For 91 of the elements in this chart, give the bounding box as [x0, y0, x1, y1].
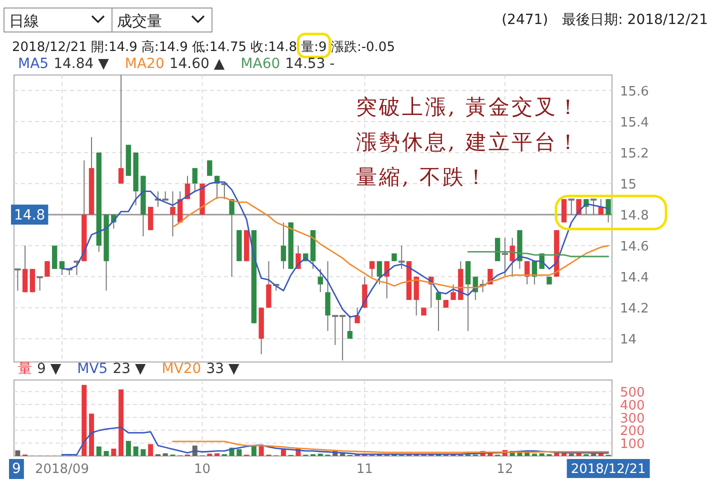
candlestick: [36, 276, 43, 292]
candlestick: [118, 74, 124, 184]
y-tick-label: 14.4: [620, 270, 649, 286]
text: MV20: [162, 361, 202, 377]
candlestick: [606, 198, 611, 223]
text: MA60: [240, 56, 280, 72]
bar: [576, 453, 582, 456]
bar: [82, 384, 87, 456]
candlestick: [414, 276, 419, 316]
y-tick-label: 15.4: [620, 116, 649, 131]
bar: [111, 448, 116, 456]
candlestick: [207, 160, 212, 176]
x-tick-label: 10: [194, 462, 211, 477]
x-tick-label: 2018/09: [34, 462, 89, 477]
bar: [539, 453, 544, 456]
bar: [280, 449, 286, 456]
ref-line-label: 14.8: [14, 208, 46, 224]
bar: [236, 449, 242, 456]
bar: [562, 453, 567, 456]
chart-subtitle: 2018/12/21 開:14.9 高:14.9 低:14.75 收:14.8 量:9 漲跌:-0.05: [12, 39, 395, 55]
line-series: [172, 440, 610, 454]
candlestick: [465, 260, 471, 332]
bar: [96, 446, 102, 456]
x-tick-label: 12: [496, 462, 514, 477]
text: MA5: [18, 56, 49, 72]
candlestick: [450, 284, 456, 300]
y-tick-label: 200: [620, 424, 645, 440]
bar: [118, 389, 124, 456]
annotation: 9 ▼: [37, 361, 62, 377]
candlestick: [52, 245, 58, 270]
y-tick-label: 15.2: [620, 146, 649, 162]
text: 成交量: [117, 12, 162, 30]
y-tick-label: 15.6: [620, 84, 649, 100]
annotation: 33 ▼: [206, 361, 240, 377]
candlestick: [568, 198, 574, 216]
candlestick: [14, 268, 21, 292]
bar: [104, 450, 109, 456]
y-tick-label: 300: [620, 411, 645, 426]
annotation: 突破上漲, 黃金交叉！: [356, 95, 580, 119]
text: MA20: [124, 56, 164, 72]
text: 日線: [9, 12, 39, 30]
chart-title: (2471) 最後日期: 2018/12/21: [502, 12, 708, 28]
text: 量: [18, 361, 32, 377]
candlestick: [354, 307, 360, 324]
bar: [488, 453, 493, 456]
text: 14.53 -: [285, 56, 335, 72]
candlestick: [398, 245, 405, 270]
text: 14.84 ▼: [54, 56, 110, 72]
candlestick: [590, 198, 597, 216]
x-tick-label: 2018/12/21: [570, 462, 646, 477]
candlestick: [229, 198, 234, 278]
candlestick: [192, 168, 198, 192]
candlestick: [376, 260, 382, 285]
candlestick: [436, 292, 442, 332]
text: 14.60 ▲: [169, 56, 225, 72]
bar: [340, 453, 346, 456]
y-tick-label: 14.2: [620, 302, 649, 317]
bar: [148, 444, 154, 456]
annotation: 漲勢休息, 建立平台！: [356, 130, 580, 154]
bar: [162, 453, 168, 456]
annotation: 23 ▼: [112, 361, 146, 377]
candlestick: [170, 190, 176, 237]
candlestick: [318, 268, 323, 293]
candlestick: [502, 237, 508, 278]
bar: [251, 446, 256, 456]
y-tick-label: 500: [620, 386, 645, 401]
candlestick: [347, 314, 353, 340]
bar: [133, 446, 138, 456]
bar: [89, 414, 94, 456]
bar: [598, 453, 604, 456]
bar: [214, 453, 220, 456]
y-tick-label: 14: [620, 332, 637, 348]
line-series: [61, 426, 610, 456]
candlestick: [59, 260, 65, 276]
annotation: 量縮, 不跌！: [356, 165, 488, 189]
bar: [126, 440, 131, 456]
x-tick-label: 11: [356, 462, 373, 477]
y-tick-label: 14.6: [620, 240, 649, 255]
bar: [554, 452, 560, 456]
candlestick: [561, 198, 567, 223]
bar: [15, 450, 20, 456]
candlestick: [369, 260, 375, 278]
bar: [140, 449, 146, 456]
y-tick-label: 15: [620, 178, 637, 193]
text: MV5: [77, 361, 108, 377]
candlestick: [384, 260, 390, 299]
y-tick-label: 14.8: [620, 208, 649, 224]
y-tick-label: 400: [620, 398, 645, 414]
candlestick: [280, 222, 286, 270]
y-tick-label: 100: [620, 437, 645, 452]
text: 9: [12, 461, 21, 477]
